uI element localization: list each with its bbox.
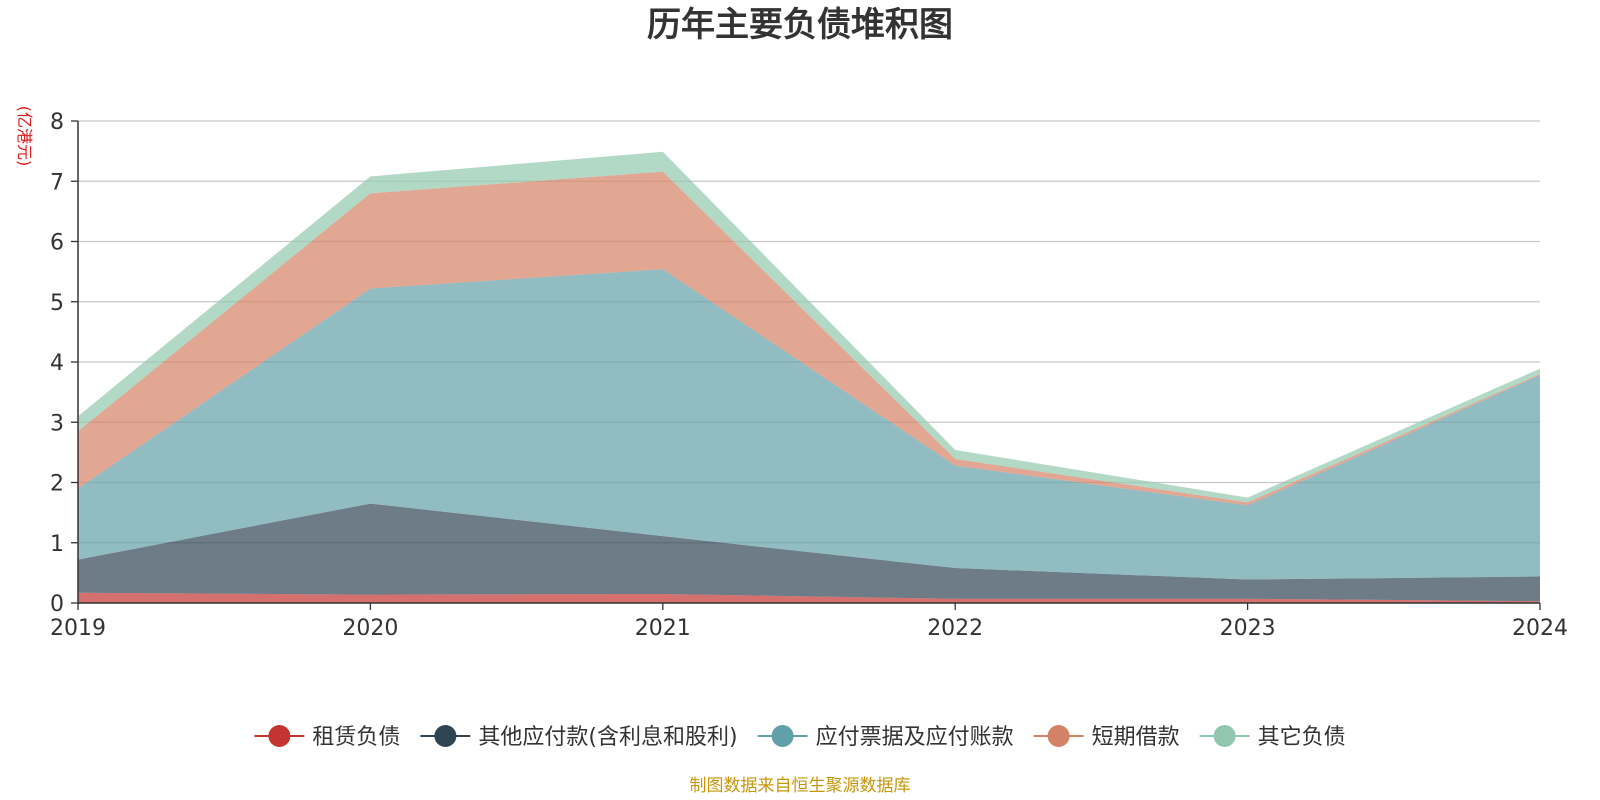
legend-marker — [771, 725, 794, 747]
y-tick-label: 2 — [50, 472, 64, 497]
area-series-租赁负债 — [78, 592, 1540, 603]
x-tick-label: 2022 — [927, 616, 983, 641]
y-axis-unit: (亿港元) — [15, 106, 34, 167]
x-tick-label: 2021 — [635, 616, 691, 641]
legend-marker — [434, 725, 457, 747]
y-tick-label: 5 — [50, 291, 64, 316]
y-tick-label: 7 — [50, 170, 64, 195]
area-series-应付票据及应付账款 — [78, 269, 1540, 580]
x-tick-label: 2020 — [342, 616, 398, 641]
area-series-短期借款 — [78, 171, 1540, 506]
y-tick-label: 0 — [50, 592, 64, 617]
y-tick-label: 6 — [50, 231, 64, 256]
chart-title: 历年主要负债堆积图 — [647, 5, 953, 45]
legend-label: 短期借款 — [1092, 725, 1180, 750]
legend: 租赁负债 其他应付款(含利息和股利) 应付票据及应付账款 短期借款 其它负债 — [254, 725, 1346, 750]
area-series — [78, 151, 1540, 603]
x-tick-label: 2019 — [50, 616, 106, 641]
y-tick-label: 1 — [50, 532, 64, 557]
legend-marker — [1213, 725, 1236, 747]
legend-marker — [268, 725, 291, 747]
legend-label: 租赁负债 — [312, 725, 400, 750]
x-tick-label: 2024 — [1512, 616, 1568, 641]
data-source-note: 制图数据来自恒生聚源数据库 — [690, 776, 911, 796]
legend-marker — [1047, 725, 1070, 747]
legend-label: 其他应付款(含利息和股利) — [478, 725, 737, 750]
legend-label: 应付票据及应付账款 — [816, 725, 1014, 750]
legend-label: 其它负债 — [1258, 725, 1346, 750]
axes: 0 1 2 3 4 5 6 7 8 2019 2020 2021 2022 2023 2024 — [50, 110, 1568, 641]
x-tick-label: 2023 — [1220, 616, 1276, 641]
y-tick-label: 4 — [50, 351, 64, 376]
y-tick-label: 8 — [50, 110, 64, 135]
y-tick-label: 3 — [50, 411, 64, 436]
area-series-其他应付款(含利息和股利) — [78, 503, 1540, 602]
